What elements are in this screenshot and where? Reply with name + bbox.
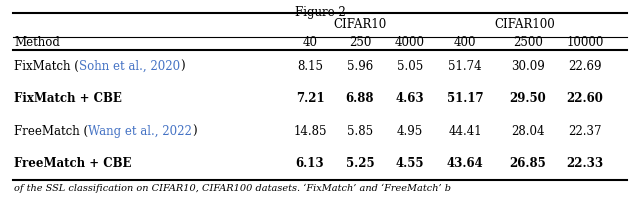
Text: Method: Method bbox=[14, 36, 60, 49]
Text: FreeMatch (: FreeMatch ( bbox=[14, 125, 88, 138]
Text: 51.17: 51.17 bbox=[447, 92, 483, 105]
Text: FixMatch (: FixMatch ( bbox=[14, 60, 79, 73]
Text: 22.69: 22.69 bbox=[568, 60, 602, 73]
Text: 6.88: 6.88 bbox=[346, 92, 374, 105]
Text: 2500: 2500 bbox=[513, 36, 543, 49]
Text: Figure 2: Figure 2 bbox=[294, 6, 346, 19]
Text: Sohn et al., 2020: Sohn et al., 2020 bbox=[79, 60, 180, 73]
Text: ): ) bbox=[192, 125, 196, 138]
Text: 4.95: 4.95 bbox=[397, 125, 423, 138]
Text: 6.13: 6.13 bbox=[296, 157, 324, 170]
Text: 40: 40 bbox=[303, 36, 317, 49]
Text: 400: 400 bbox=[454, 36, 476, 49]
Text: FreeMatch + CBE: FreeMatch + CBE bbox=[14, 157, 131, 170]
Text: of the SSL classification on CIFAR10, CIFAR100 datasets. ‘FixMatch’ and ‘FreeMat: of the SSL classification on CIFAR10, CI… bbox=[14, 184, 451, 193]
Text: 26.85: 26.85 bbox=[509, 157, 547, 170]
Text: 5.96: 5.96 bbox=[347, 60, 373, 73]
Text: 4.55: 4.55 bbox=[396, 157, 424, 170]
Text: 14.85: 14.85 bbox=[293, 125, 327, 138]
Text: 43.64: 43.64 bbox=[447, 157, 483, 170]
Text: 44.41: 44.41 bbox=[448, 125, 482, 138]
Text: 29.50: 29.50 bbox=[509, 92, 547, 105]
Text: 7.21: 7.21 bbox=[296, 92, 324, 105]
Text: 5.85: 5.85 bbox=[347, 125, 373, 138]
Text: CIFAR10: CIFAR10 bbox=[333, 17, 387, 30]
Text: 250: 250 bbox=[349, 36, 371, 49]
Text: 30.09: 30.09 bbox=[511, 60, 545, 73]
Text: 8.15: 8.15 bbox=[297, 60, 323, 73]
Text: 4000: 4000 bbox=[395, 36, 425, 49]
Text: 4.63: 4.63 bbox=[396, 92, 424, 105]
Text: 28.04: 28.04 bbox=[511, 125, 545, 138]
Text: 22.60: 22.60 bbox=[566, 92, 604, 105]
Text: Wang et al., 2022: Wang et al., 2022 bbox=[88, 125, 192, 138]
Text: 5.25: 5.25 bbox=[346, 157, 374, 170]
Text: 22.33: 22.33 bbox=[566, 157, 604, 170]
Text: 5.05: 5.05 bbox=[397, 60, 423, 73]
Text: 22.37: 22.37 bbox=[568, 125, 602, 138]
Text: 51.74: 51.74 bbox=[448, 60, 482, 73]
Text: FixMatch + CBE: FixMatch + CBE bbox=[14, 92, 122, 105]
Text: 10000: 10000 bbox=[566, 36, 604, 49]
Text: CIFAR100: CIFAR100 bbox=[495, 17, 556, 30]
Text: ): ) bbox=[180, 60, 184, 73]
